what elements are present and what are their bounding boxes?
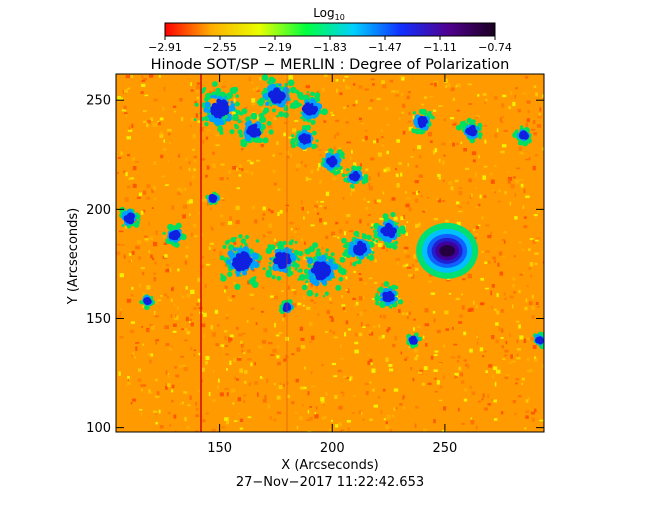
y-tick-label: 200 xyxy=(86,203,111,218)
x-axis: 150 200 250 xyxy=(207,74,457,456)
x-tick-label: 250 xyxy=(432,441,457,456)
plot-frame xyxy=(115,73,545,433)
colorbar-ticks: −2.91 −2.55 −2.19 −1.83 −1.47 −1.11 −0.74 xyxy=(148,36,512,54)
y-tick-label: 150 xyxy=(86,312,111,327)
colorbar-tick-label: −2.55 xyxy=(203,41,237,54)
colorbar-title: Log10 xyxy=(313,6,345,22)
observation-timestamp: 27−Nov−2017 11:22:42.653 xyxy=(236,475,424,490)
colorbar xyxy=(164,22,496,37)
colorbar-tick-label: −1.47 xyxy=(368,41,402,54)
y-tick-label: 100 xyxy=(86,421,111,436)
sunspot-mark xyxy=(416,222,479,279)
colorbar-tick-label: −2.91 xyxy=(148,41,182,54)
x-tick-label: 200 xyxy=(320,441,345,456)
y-tick-label: 250 xyxy=(86,94,111,109)
x-tick-label: 150 xyxy=(207,441,232,456)
heatmap-area xyxy=(116,74,544,432)
y-axis-label: Y (Arcseconds) xyxy=(66,208,81,305)
x-axis-label: X (Arcseconds) xyxy=(281,458,378,473)
chart-title: Hinode SOT/SP − MERLIN : Degree of Polar… xyxy=(151,57,510,73)
colorbar-tick-label: −1.83 xyxy=(313,41,347,54)
colorbar-tick-label: −2.19 xyxy=(258,41,292,54)
sunspot-ring xyxy=(439,244,456,257)
colorbar-tick-label: −0.74 xyxy=(478,41,512,54)
y-axis: 100 150 200 250 xyxy=(86,94,544,436)
colorbar-tick-label: −1.11 xyxy=(423,41,457,54)
